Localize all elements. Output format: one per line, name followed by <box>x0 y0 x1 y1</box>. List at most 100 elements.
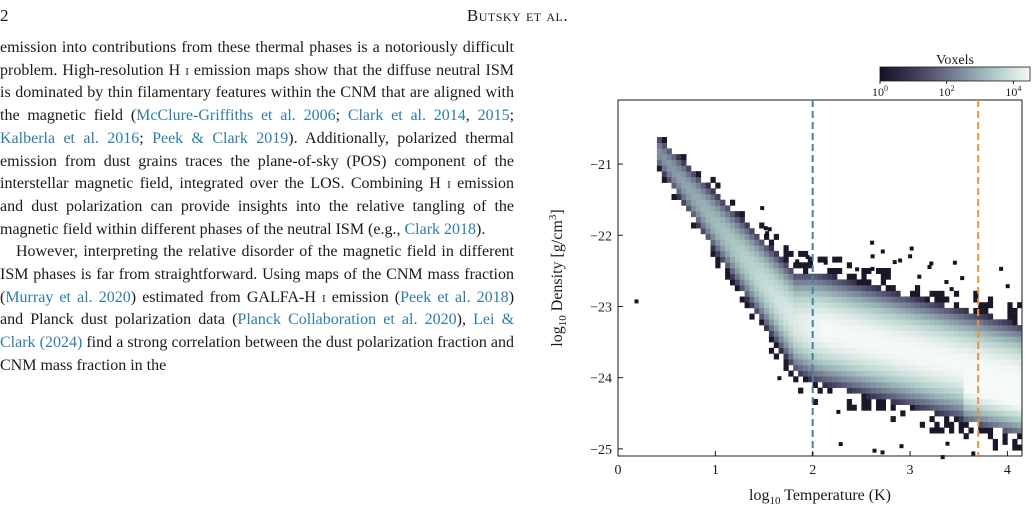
heatmap-cell <box>827 336 833 343</box>
heatmap-cell <box>876 382 882 388</box>
heatmap-cell <box>1002 325 1008 331</box>
citation-link[interactable]: Peek & Clark 2019 <box>152 129 289 147</box>
heatmap-cell <box>851 302 857 309</box>
heatmap-cell <box>944 336 950 343</box>
heatmap-cell <box>934 336 940 343</box>
heatmap-cell <box>1012 427 1018 434</box>
heatmap-cell <box>832 347 838 354</box>
heatmap-cell <box>783 313 789 320</box>
heatmap-cell <box>798 336 804 343</box>
heatmap-cell <box>778 313 784 320</box>
citation-link[interactable]: Clark et al. 2014 <box>347 107 466 125</box>
heatmap-cell <box>783 268 789 274</box>
heatmap-cell <box>876 336 882 343</box>
heatmap-cell <box>880 296 886 303</box>
heatmap-cell <box>715 222 721 229</box>
heatmap-cell <box>978 364 984 371</box>
heatmap-cell <box>992 410 998 417</box>
heatmap-cell <box>768 256 775 263</box>
heatmap-cell <box>953 376 960 383</box>
heatmap-cell <box>734 216 740 223</box>
heatmap-cell <box>885 273 891 280</box>
text-span: emission maps show that the diffuse neut… <box>0 61 514 125</box>
heatmap-cell <box>919 313 925 320</box>
heatmap-cell <box>929 302 935 309</box>
heatmap-cell <box>861 347 867 354</box>
heatmap-cell <box>827 273 833 280</box>
heatmap-cell <box>919 387 925 394</box>
heatmap-cell <box>749 290 755 297</box>
heatmap-cell <box>949 404 955 411</box>
heatmap-cell <box>827 347 833 354</box>
heatmap-cell <box>1007 370 1013 377</box>
citation-link[interactable]: Kalberla et al. 2016 <box>0 129 140 147</box>
heatmap-cell <box>929 416 935 423</box>
heatmap-cell <box>715 211 721 218</box>
heatmap-cell <box>832 382 838 388</box>
heatmap-cell <box>924 376 930 383</box>
heatmap-cell <box>939 347 945 354</box>
heatmap-cell <box>832 273 838 280</box>
heatmap-cell <box>807 359 813 366</box>
heatmap-cell <box>725 239 731 246</box>
heatmap-cell <box>812 290 818 297</box>
heatmap-cell <box>734 245 740 252</box>
heatmap-cell <box>905 325 911 331</box>
heatmap-cell <box>764 233 770 240</box>
heatmap-cell <box>1012 416 1018 423</box>
heatmap-cell <box>730 250 736 257</box>
heatmap-cell <box>807 285 813 292</box>
heatmap-cell <box>914 296 921 303</box>
heatmap-cell <box>910 302 916 309</box>
heatmap-cell <box>846 359 852 366</box>
heatmap-cell <box>764 279 770 286</box>
heatmap-cell <box>1017 421 1023 428</box>
heatmap-cell <box>744 239 750 246</box>
heatmap-cell <box>764 250 770 257</box>
heatmap-cell <box>720 250 726 257</box>
heatmap-cell <box>730 279 736 286</box>
heatmap-cell <box>832 285 838 292</box>
heatmap-cell <box>992 359 998 366</box>
heatmap-cell <box>939 330 945 337</box>
heatmap-cell <box>997 325 1003 331</box>
heatmap-cell <box>958 336 964 343</box>
heatmap-cell <box>783 250 789 257</box>
heatmap-cell <box>1002 370 1008 377</box>
citation-link[interactable]: Peek et al. 2018 <box>400 288 509 306</box>
heatmap-cell <box>656 148 663 155</box>
heatmap-cell <box>807 290 813 297</box>
citation-link[interactable]: Clark 2018 <box>404 220 477 238</box>
heatmap-cell <box>1017 347 1023 354</box>
heatmap-cell <box>900 347 906 354</box>
heatmap-cell <box>919 302 925 309</box>
citation-link[interactable]: Murray et al. 2020 <box>5 288 131 306</box>
heatmap-cell <box>846 347 852 354</box>
heatmap-cell <box>866 393 872 400</box>
heatmap-cell <box>880 342 886 349</box>
heatmap-cell <box>710 216 716 223</box>
heatmap-cell <box>1002 319 1008 326</box>
heatmap-cell <box>866 313 872 320</box>
heatmap-cell <box>866 404 872 411</box>
citation-link[interactable]: 2015 <box>477 107 510 125</box>
heatmap-cell <box>822 290 828 297</box>
heatmap-cell <box>1012 376 1018 383</box>
heatmap-cell <box>754 268 760 274</box>
heatmap-cell <box>949 319 955 326</box>
heatmap-cell <box>783 325 789 331</box>
heatmap-cell <box>953 359 960 366</box>
heatmap-cell <box>778 273 784 280</box>
citation-link[interactable]: McClure-Griffiths et al. 2006 <box>136 107 336 125</box>
heatmap-cell <box>754 250 760 257</box>
heatmap-cell <box>919 376 925 383</box>
heatmap-cell <box>720 256 726 263</box>
heatmap-cell <box>949 370 955 377</box>
heatmap-cell <box>759 239 765 246</box>
heatmap-cell <box>1012 370 1018 377</box>
heatmap-cell <box>856 313 862 320</box>
heatmap-cell <box>968 336 974 343</box>
citation-link[interactable]: Planck Collaboration et al. 2020 <box>237 311 457 329</box>
citation-link[interactable]: Lei & Clark (2024) <box>0 311 515 352</box>
heatmap-cell <box>822 285 828 292</box>
